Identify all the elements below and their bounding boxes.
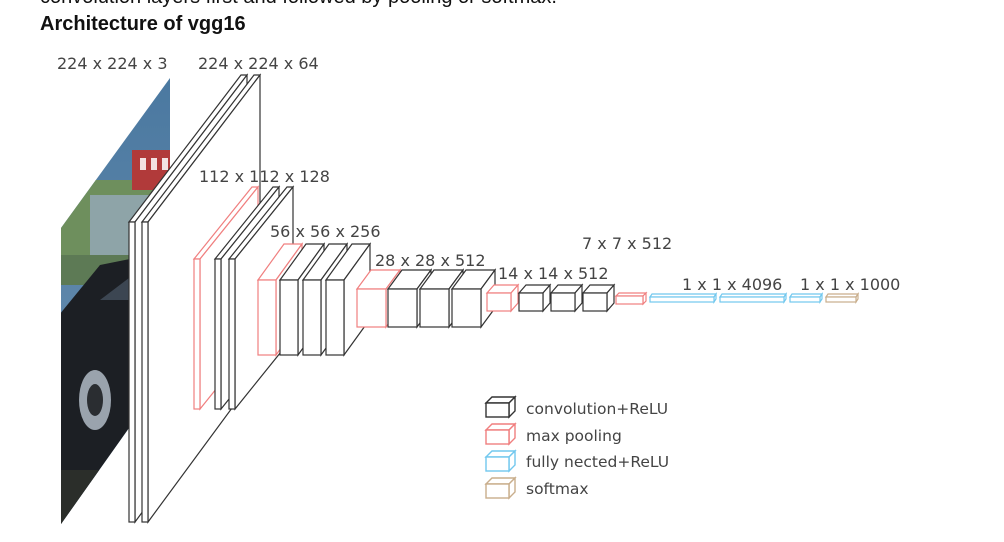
dim-label-input: 224 x 224 x 3	[57, 54, 168, 73]
fc-layer	[718, 292, 788, 304]
dim-label-block4: 28 x 28 x 512	[375, 251, 486, 270]
conv-layer	[549, 283, 584, 313]
pool-block-4	[485, 283, 520, 313]
legend-swatch-softmax	[484, 476, 517, 500]
legend-label-max-pooling: max pooling	[526, 427, 622, 445]
legend-label-softmax: softmax	[526, 480, 589, 498]
conv-block-5	[517, 283, 616, 313]
conv-layer	[517, 283, 552, 313]
cut-off-text-line: convolution layers first and followed by…	[40, 0, 557, 9]
pool-block-5	[614, 291, 648, 306]
page-title: Architecture of vgg16	[40, 13, 246, 35]
dim-label-pool5: 7 x 7 x 512	[582, 234, 672, 253]
dim-label-output: 1 x 1 x 1000	[800, 275, 900, 294]
legend-item-max-pooling: max pooling	[484, 422, 622, 446]
legend-swatch-convolution	[484, 395, 517, 419]
dim-label-block2: 112 x 112 x 128	[199, 167, 330, 186]
legend-item-softmax: softmax	[484, 476, 589, 500]
dim-label-block5: 14 x 14 x 512	[498, 264, 609, 283]
legend-item-convolution: convolution+ReLU	[484, 395, 668, 419]
softmax-layer	[824, 292, 860, 304]
fc-layer	[648, 292, 718, 304]
dim-label-block1: 224 x 224 x 64	[198, 54, 319, 73]
conv-block-4	[386, 268, 497, 329]
legend-item-fully-connected: fully nected+ReLU	[484, 449, 669, 473]
fc-layer	[788, 292, 824, 304]
dim-label-block3: 56 x 56 x 256	[270, 222, 381, 241]
fully-connected-layers	[648, 292, 824, 304]
legend-swatch-max-pooling	[484, 422, 517, 446]
legend: convolution+ReLU max pooling fully necte…	[484, 395, 669, 500]
conv-layer	[581, 283, 616, 313]
legend-swatch-fully-connected	[484, 449, 517, 473]
legend-label-convolution: convolution+ReLU	[526, 400, 668, 418]
conv-layer	[450, 268, 497, 329]
legend-label-fully-connected: fully nected+ReLU	[526, 453, 669, 471]
dim-label-fc: 1 x 1 x 4096	[682, 275, 782, 294]
